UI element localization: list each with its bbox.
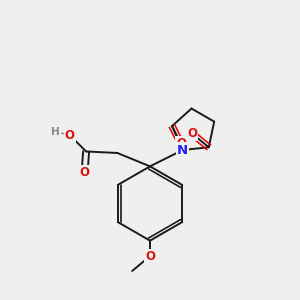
Text: O: O [145,250,155,262]
Text: O: O [80,167,90,179]
Text: N: N [177,143,188,157]
Text: O: O [65,129,75,142]
Text: O: O [176,137,186,150]
Text: O: O [188,128,197,140]
Text: H: H [51,127,60,136]
